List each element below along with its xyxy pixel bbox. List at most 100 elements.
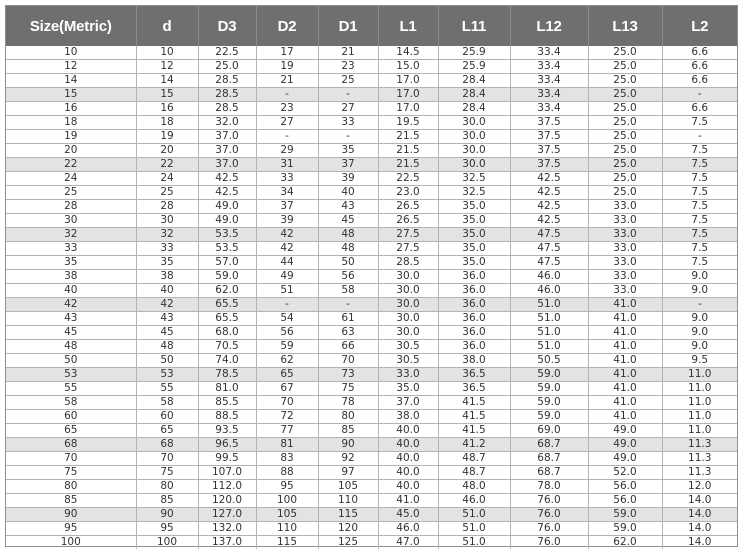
table-cell: 49: [256, 269, 319, 284]
header-l2: L2: [691, 17, 709, 35]
table-cell: 41.0: [588, 367, 663, 382]
table-cell: 27.5: [378, 227, 439, 242]
table-cell: 48.0: [438, 479, 511, 494]
table-cell: 53.5: [198, 241, 257, 256]
table-row: 22 22 37.0 31 37 21.5 30.0 37.5 25.0 7.5: [6, 157, 737, 172]
table-row: 25 25 42.5 34 40 23.0 32.5 42.5 25.0 7.5: [6, 185, 737, 200]
header-l13: L13: [588, 6, 663, 46]
table-cell: 43: [318, 199, 379, 214]
table-cell: 25.0: [588, 46, 663, 60]
table-cell: 33: [256, 171, 319, 186]
table-cell: 90: [318, 437, 379, 452]
table-cell: 25: [318, 73, 379, 88]
table-row: 53 53 78.5 65 73 33.0 36.5 59.0 41.0 11.0: [6, 367, 737, 382]
table-cell: 6.6: [662, 59, 737, 74]
table-cell: 95: [6, 521, 137, 536]
table-cell: 47.5: [510, 255, 589, 270]
table-cell: 24: [136, 171, 199, 186]
table-cell: 100: [6, 535, 137, 550]
table-cell: 33.0: [588, 255, 663, 270]
table-cell: 14: [6, 73, 137, 88]
table-cell: 46.0: [378, 521, 439, 536]
table-cell: 28.5: [198, 73, 257, 88]
table-cell: 47.0: [378, 535, 439, 550]
table-cell: 14.0: [662, 521, 737, 536]
table-row: 43 43 65.5 54 61 30.0 36.0 51.0 41.0 9.0: [6, 311, 737, 326]
table-cell: 43: [136, 311, 199, 326]
table-cell: 32: [6, 227, 137, 242]
table-cell: 59.0: [198, 269, 257, 284]
table-cell: 23.0: [378, 185, 439, 200]
table-cell: 9.0: [662, 283, 737, 298]
table-cell: 80: [318, 409, 379, 424]
table-cell: 41.0: [588, 381, 663, 396]
header-d1: D1: [318, 6, 379, 46]
table-cell: 51.0: [510, 325, 589, 340]
table-cell: 65: [136, 423, 199, 438]
table-cell: 47.5: [510, 227, 589, 242]
table-cell: 21.5: [378, 129, 439, 144]
table-cell: 42: [256, 227, 319, 242]
table-cell: 28.4: [438, 87, 511, 102]
table-cell: 37.0: [198, 143, 257, 158]
table-cell: 112.0: [198, 479, 257, 494]
table-cell: 70: [318, 353, 379, 368]
table-cell: 100: [136, 535, 199, 550]
table-cell: 37.5: [510, 129, 589, 144]
table-row: 12 12 25.0 19 23 15.0 25.9 33.4 25.0 6.6: [6, 59, 737, 74]
table-cell: 19: [256, 59, 319, 74]
table-cell: 48: [318, 241, 379, 256]
table-cell: 15: [136, 87, 199, 102]
table-cell: 35.0: [438, 213, 511, 228]
table-cell: 42: [6, 297, 137, 312]
table-cell: 41.2: [438, 437, 511, 452]
table-cell: 10: [136, 46, 199, 60]
table-cell: 78: [318, 395, 379, 410]
table-cell: 16: [6, 101, 137, 116]
table-cell: 30.0: [438, 115, 511, 130]
table-cell: 41.0: [378, 493, 439, 508]
table-cell: 49.0: [198, 213, 257, 228]
table-cell: 7.5: [662, 213, 737, 228]
table-cell: 48.7: [438, 451, 511, 466]
table-cell: 9.0: [662, 325, 737, 340]
table-cell: 7.5: [662, 157, 737, 172]
table-cell: 37: [256, 199, 319, 214]
table-row: 95 95 132.0 110 120 46.0 51.0 76.0 59.0 14.0: [6, 521, 737, 536]
table-row: 100 100 137.0 115 125 47.0 51.0 76.0 62.0 14.0: [6, 535, 737, 550]
table-row: 20 20 37.0 29 35 21.5 30.0 37.5 25.0 7.5: [6, 143, 737, 158]
table-cell: 38.0: [438, 353, 511, 368]
table-cell: 25.0: [588, 59, 663, 74]
table-cell: 37.0: [378, 395, 439, 410]
table-cell: 42.5: [198, 171, 257, 186]
table-cell: 69.0: [510, 423, 589, 438]
table-cell: 24: [6, 171, 137, 186]
table-cell: 12.0: [662, 479, 737, 494]
table-cell: -: [318, 297, 379, 312]
table-cell: 68.0: [198, 325, 257, 340]
table-cell: 35.0: [438, 199, 511, 214]
table-cell: 7.5: [662, 227, 737, 242]
table-row: 40 40 62.0 51 58 30.0 36.0 46.0 33.0 9.0: [6, 283, 737, 298]
table-cell: 99.5: [198, 451, 257, 466]
table-cell: 19: [136, 129, 199, 144]
table-cell: 56: [256, 325, 319, 340]
table-cell: 41.0: [588, 395, 663, 410]
table-cell: 6.6: [662, 73, 737, 88]
table-cell: 21: [318, 46, 379, 60]
table-cell: 70.5: [198, 339, 257, 354]
table-cell: 14.0: [662, 493, 737, 508]
table-cell: 27: [318, 101, 379, 116]
table-cell: 33.4: [510, 59, 589, 74]
table-row: 33 33 53.5 42 48 27.5 35.0 47.5 33.0 7.5: [6, 241, 737, 256]
table-cell: 37.0: [198, 129, 257, 144]
table-cell: 90: [136, 507, 199, 522]
table-cell: 137.0: [198, 535, 257, 550]
table-cell: 40.0: [378, 465, 439, 480]
table-row: 48 48 70.5 59 66 30.5 36.0 51.0 41.0 9.0: [6, 339, 737, 354]
table-cell: 51.0: [510, 297, 589, 312]
table-cell: 11.0: [662, 409, 737, 424]
table-cell: 22.5: [198, 46, 257, 60]
header-d3: D3: [198, 6, 257, 46]
table-cell: 7.5: [662, 171, 737, 186]
